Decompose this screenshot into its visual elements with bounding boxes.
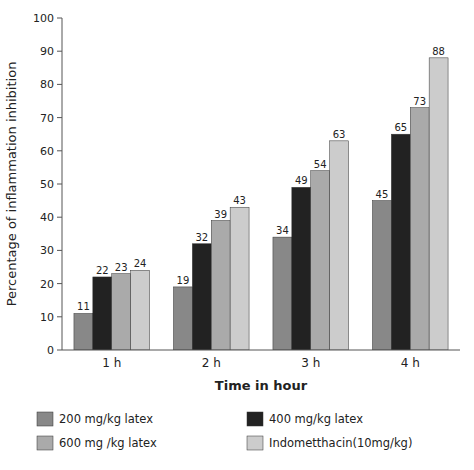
y-tick (57, 250, 62, 251)
y-tick (57, 184, 62, 185)
bar (74, 313, 93, 350)
data-label: 49 (295, 175, 308, 186)
data-label: 24 (134, 258, 147, 269)
data-label: 22 (96, 265, 109, 276)
bar (173, 287, 192, 350)
y-tick-label: 100 (33, 12, 54, 25)
x-tick-label: 1 h (102, 356, 121, 370)
x-tick-label: 3 h (301, 356, 320, 370)
data-label: 11 (77, 301, 90, 312)
y-axis: 0 10 20 30 40 50 60 70 80 90 100 (33, 12, 62, 357)
bar (211, 221, 230, 350)
bar (429, 58, 448, 350)
x-axis-line (62, 350, 460, 351)
data-label: 32 (195, 232, 208, 243)
data-label: 19 (177, 275, 190, 286)
bar (230, 207, 249, 350)
y-tick-label: 20 (40, 278, 54, 291)
y-tick-label: 0 (47, 344, 54, 357)
data-label: 63 (333, 129, 346, 140)
y-tick (57, 150, 62, 151)
bar (112, 274, 131, 350)
data-label: 39 (214, 209, 227, 220)
legend-label: 600 mg /kg latex (59, 436, 157, 450)
y-tick (57, 117, 62, 118)
y-tick-label: 90 (40, 45, 54, 58)
data-label: 43 (233, 195, 246, 206)
y-tick (57, 283, 62, 284)
bar (131, 270, 150, 350)
y-tick (57, 18, 62, 19)
y-tick-label: 60 (40, 145, 54, 158)
x-axis: 1 h 2 h 3 h 4 h (62, 350, 460, 370)
y-tick-label: 80 (40, 78, 54, 91)
data-label: 65 (394, 122, 407, 133)
legend-swatch (247, 436, 263, 450)
data-label: 45 (376, 189, 389, 200)
bar (192, 244, 211, 350)
y-tick-label: 10 (40, 311, 54, 324)
data-label: 34 (276, 225, 289, 236)
data-label: 23 (115, 262, 128, 273)
x-tick-label: 4 h (401, 356, 420, 370)
legend-label: 400 mg/kg latex (269, 412, 363, 426)
legend-swatch (37, 436, 53, 450)
y-tick (57, 217, 62, 218)
y-tick (57, 316, 62, 317)
chart: 0 10 20 30 40 50 60 70 80 90 100 11 19 34 45 22 32 49 65 23… (0, 0, 474, 470)
legend-swatch (247, 412, 263, 426)
y-tick (57, 51, 62, 52)
bar (391, 134, 410, 350)
bar (311, 171, 330, 350)
legend-swatch (37, 412, 53, 426)
legend-label: Indometthacin(10mg/kg) (269, 436, 412, 450)
y-tick-label: 70 (40, 112, 54, 125)
x-axis-label: Time in hour (215, 378, 308, 393)
y-tick (57, 84, 62, 85)
bar (372, 201, 391, 350)
bar (292, 187, 311, 350)
legend-label: 200 mg/kg latex (59, 412, 153, 426)
y-tick-label: 30 (40, 244, 54, 257)
legend: 200 mg/kg latex 400 mg/kg latex 600 mg /kg… (37, 412, 412, 450)
bar (93, 277, 112, 350)
y-tick (57, 350, 62, 351)
y-axis-label: Percentage of inflammation inhibition (4, 62, 19, 307)
data-label: 73 (413, 96, 426, 107)
data-labels: 11 19 34 45 22 32 49 65 23 39 54 73 24 43 63 88 (77, 46, 445, 313)
y-tick-label: 50 (40, 178, 54, 191)
data-label: 54 (314, 159, 327, 170)
bar (410, 108, 429, 350)
bar (273, 237, 292, 350)
x-tick-label: 2 h (202, 356, 221, 370)
data-label: 88 (432, 46, 445, 57)
y-axis-line (62, 18, 63, 350)
bar (330, 141, 349, 350)
bars (74, 58, 448, 350)
y-tick-label: 40 (40, 211, 54, 224)
